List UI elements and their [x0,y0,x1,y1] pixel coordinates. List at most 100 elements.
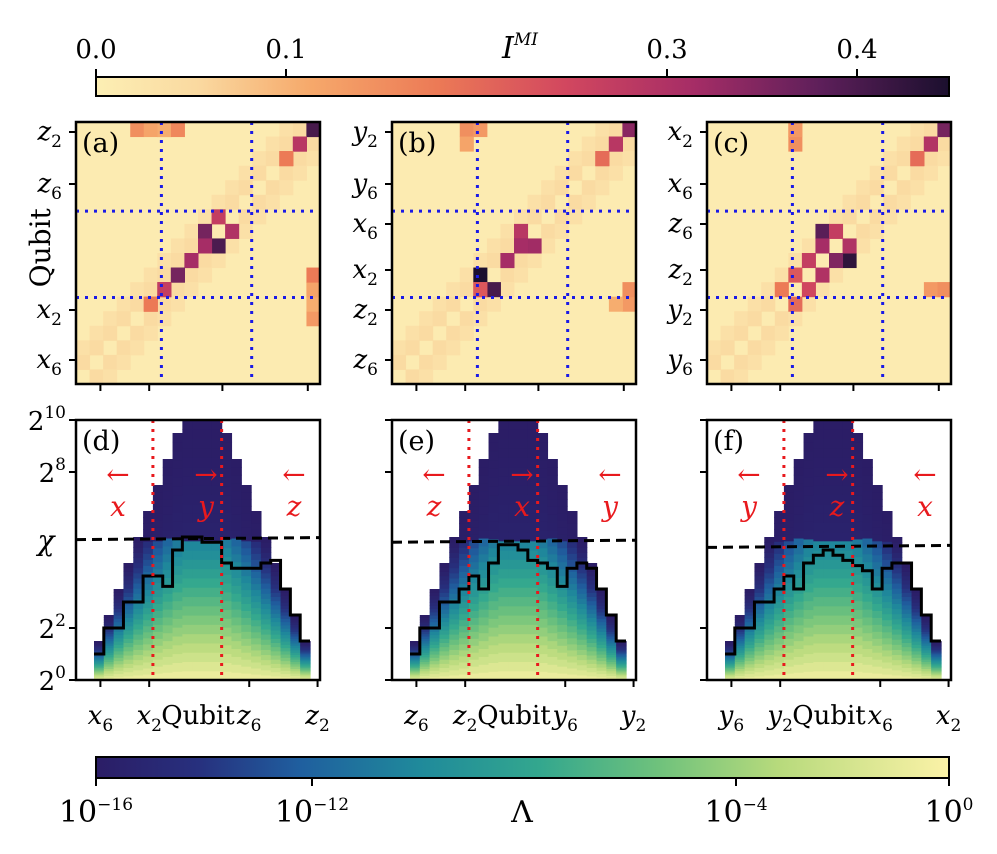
mi-cell [815,238,830,254]
lambda-cell [241,547,252,556]
sweep-arrow: → [194,458,217,491]
lambda-cell [616,656,627,659]
lambda-cell [419,640,431,644]
lambda-cell [725,663,736,666]
mi-cell [896,136,911,152]
lambda-cell [162,482,174,492]
lambda-cell [290,638,301,642]
mi-cell [252,165,267,181]
lambda-cell [182,466,193,477]
lambda-cell [586,671,598,677]
lambda-cell [133,644,144,650]
y-tick-label: z2 [352,295,378,330]
lambda-cell [439,575,450,581]
lambda-cell [290,633,301,637]
mi-frame [390,120,638,386]
lambda-cell [182,633,193,644]
lambda-cell [410,647,421,650]
lambda-cell [211,429,223,440]
panel-label: (e) [398,426,435,457]
lambda-cell [260,547,272,553]
lambda-cell [744,650,756,655]
sweep-arrow-label: z [286,490,302,523]
lambda-cell [567,571,578,578]
lambda-cell [891,644,903,650]
lambda-cell [260,639,272,645]
lambda-cell [429,637,441,642]
lambda-cell [488,644,499,655]
lambda-cell [192,587,203,598]
lambda-cell [518,512,529,523]
lambda-cell [459,523,470,530]
lambda-cell [419,624,431,628]
mi-cell [419,354,434,370]
lambda-cell [94,656,105,659]
lambda-cell [783,659,795,667]
lambda-cell [488,530,499,540]
lambda-cell [803,653,814,663]
lambda-cell [241,575,252,584]
lambda-cell [616,660,627,663]
lambda-cell [300,646,311,649]
lambda-cell [152,519,164,528]
lambda-cell [162,569,174,578]
lambda-cell [113,621,125,626]
lambda-cell [823,670,834,681]
lambda-cell [734,631,746,635]
lambda-cell [862,632,873,642]
lambda-cell [103,619,115,623]
lambda-cell [192,605,203,616]
mi-cell [184,253,199,269]
mi-colorbar-tick-label: 0.3 [646,35,687,65]
mi-cell [788,267,803,283]
x-tick-label: z6 [236,701,262,736]
lambda-cell [823,429,834,440]
lambda-cell [725,642,736,645]
lambda-cell [744,595,756,600]
lambda-cell [764,537,775,543]
lambda-cell [508,642,519,653]
lambda-cell [182,550,193,560]
lambda-cell [231,648,242,657]
lambda-cell [221,433,233,443]
mi-cell [608,296,623,312]
mi-cell [923,151,938,167]
lambda-cell [596,598,607,603]
lambda-cell [576,562,588,569]
lambda-cell [498,605,509,616]
lambda-cell [241,596,252,604]
lambda-cell [586,638,598,643]
lambda-cell [429,641,441,645]
lambda-cell [113,618,125,623]
mi-colorbar-ticks: 0.0 0.1 0.3 0.4 [75,35,878,77]
lambda-cell [241,673,252,681]
lambda-cell [439,654,450,660]
sweep-arrow-label: y [600,490,619,523]
lambda-cell [410,650,421,653]
lambda-cell [478,601,490,610]
mi-cell [486,253,501,269]
lambda-cell [103,659,115,663]
lambda-cell [459,583,470,591]
lambda-cell [764,542,775,548]
lambda-cell [280,624,291,629]
mi-cell [89,369,104,385]
lambda-cell [231,616,242,626]
lambda-cell [94,673,105,676]
lambda-cell [459,601,470,609]
mi-cell [473,311,488,327]
mi-cell [76,340,91,356]
lambda-cell [211,577,223,588]
lambda-cell [527,661,539,672]
lambda-cell [616,664,627,667]
lambda-cell [478,553,490,563]
lambda-cell [823,559,834,570]
mi-cell [581,180,596,196]
mi-cell [116,354,131,370]
lambda-cell [449,588,460,594]
lambda-cell [133,654,144,661]
lambda-cell [567,529,578,536]
lambda-cell [241,554,252,563]
lambda-cell [576,567,588,574]
lambda-cell [891,669,903,676]
